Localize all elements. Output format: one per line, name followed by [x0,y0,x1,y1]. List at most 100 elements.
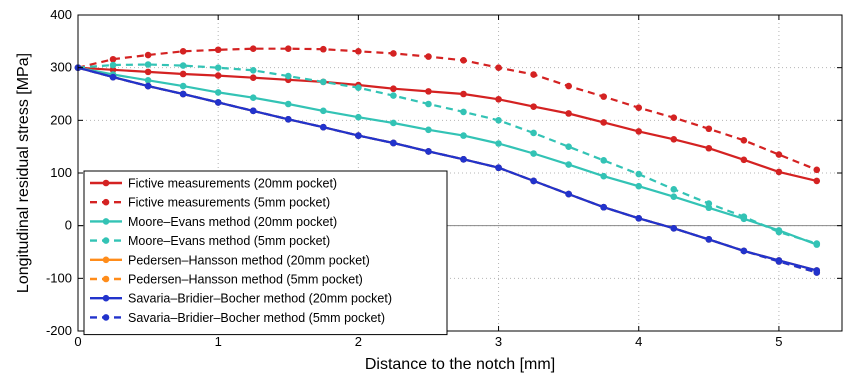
data-point [460,132,467,139]
legend-marker [102,275,110,283]
y-tick-label: 400 [50,7,72,22]
data-point [530,71,537,78]
data-point [214,46,222,54]
legend-label: Pedersen–Hansson method (5mm pocket) [128,273,363,287]
data-point [775,168,783,176]
data-point [144,68,152,76]
data-point [109,61,117,69]
y-axis-title: Longitudinal residual stress [MPa] [15,53,32,293]
data-point [670,186,678,193]
data-point [179,82,187,90]
series-line [77,66,818,182]
data-point [179,62,187,69]
data-point [740,156,748,164]
data-point [425,100,432,108]
data-point [530,129,537,137]
data-point [600,203,607,211]
data-point [775,228,783,236]
data-point [705,125,713,133]
y-tick-label: 300 [50,60,72,75]
data-point [670,135,678,143]
data-point [670,225,678,232]
legend-marker [102,179,110,187]
data-point [670,114,678,121]
data-point [320,123,327,131]
data-point [320,107,327,115]
data-point [179,48,187,55]
legend-label: Savaria–Bridier–Bocher method (5mm pocke… [128,311,385,325]
data-point [284,72,292,80]
legend-entry: Fictive measurements (20mm pocket) [90,177,337,191]
data-point [109,55,117,63]
data-point [813,177,821,185]
data-point [635,104,643,111]
data-point [460,56,467,64]
series-line [77,66,818,246]
data-point [320,78,327,86]
data-point [775,151,783,158]
legend-marker [102,218,110,225]
data-point [109,66,117,74]
data-point [460,90,467,98]
data-point [565,143,572,150]
data-point [425,53,432,60]
data-point [705,236,713,243]
data-point [635,128,643,135]
data-point [214,72,222,79]
legend-entry: Pedersen–Hansson method (20mm pocket) [90,253,370,267]
legend-entry: Savaria–Bridier–Bocher method (5mm pocke… [90,311,385,325]
data-point [813,166,821,174]
x-tick-label: 4 [635,334,642,349]
data-point [460,156,467,163]
data-point [600,119,607,126]
legend-label: Fictive measurements (5mm pocket) [128,196,330,210]
data-point [495,64,502,71]
x-tick-label: 5 [775,334,782,349]
y-tick-label: 200 [50,112,72,127]
data-point [249,67,257,74]
data-point [565,110,572,117]
series-7 [74,64,821,276]
x-tick-label: 1 [215,334,222,349]
series-line [77,47,818,171]
data-point [635,214,643,222]
data-point [390,119,397,127]
data-point [214,99,222,106]
legend-marker [102,314,110,321]
data-point [495,140,502,147]
legend-label: Savaria–Bridier–Bocher method (20mm pock… [128,292,392,306]
data-point [109,73,117,81]
data-point [813,269,821,276]
data-point [495,95,502,103]
y-tick-label: 100 [50,165,72,180]
data-point [144,51,152,59]
data-point [390,92,397,99]
y-tick-label: -200 [46,323,72,338]
data-point [249,94,257,101]
data-point [740,247,748,255]
data-point [530,150,537,157]
series-line [77,63,818,245]
data-point [635,182,643,190]
data-point [284,100,292,108]
series-line [77,66,818,274]
data-point [425,148,432,155]
legend-marker [102,237,110,244]
legend-marker [102,256,110,264]
data-point [284,115,292,123]
data-point [355,48,362,55]
data-point [214,64,222,71]
data-point [460,108,467,116]
legend-label: Pedersen–Hansson method (20mm pocket) [128,253,370,267]
data-point [495,164,502,172]
data-point [425,126,432,134]
data-point [390,50,397,57]
data-point [214,89,222,96]
data-point [635,170,643,178]
data-point [179,90,187,98]
legend-entry: Savaria–Bridier–Bocher method (20mm pock… [90,292,392,306]
data-point [565,190,572,198]
x-axis-title: Distance to the notch [mm] [365,356,555,373]
legend-label: Moore–Evans method (20mm pocket) [128,215,337,229]
